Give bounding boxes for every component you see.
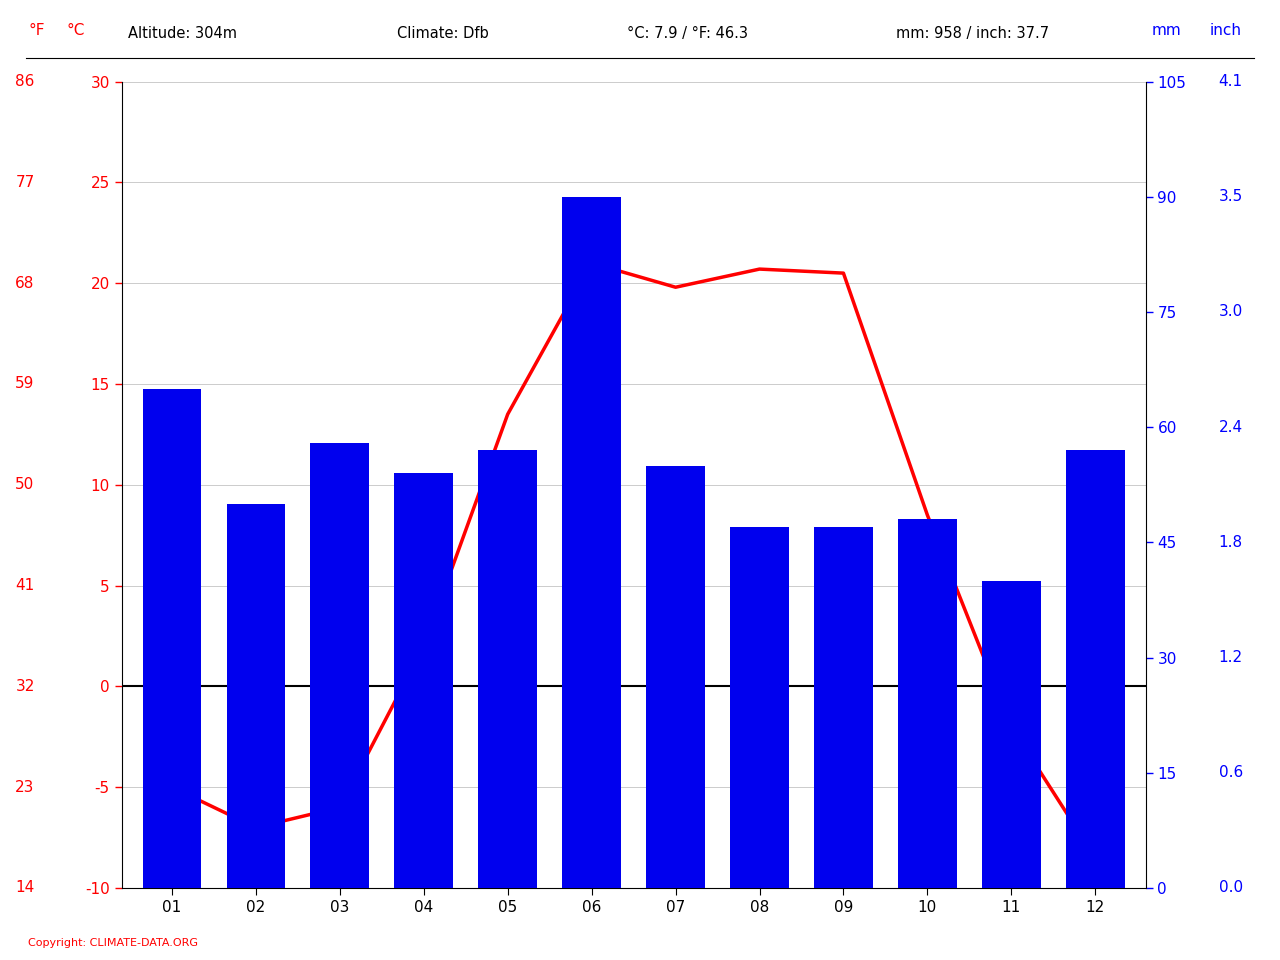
Text: 0.0: 0.0 (1219, 880, 1243, 896)
Text: Climate: Dfb: Climate: Dfb (397, 26, 489, 41)
Text: 3.0: 3.0 (1219, 304, 1243, 320)
Bar (142, 389, 201, 888)
Text: 3.5: 3.5 (1219, 189, 1243, 204)
Bar (562, 197, 621, 888)
Text: 23: 23 (15, 780, 35, 795)
Text: Copyright: CLIMATE-DATA.ORG: Copyright: CLIMATE-DATA.ORG (28, 939, 198, 948)
Bar (1066, 450, 1125, 888)
Bar (311, 443, 369, 888)
Text: 4.1: 4.1 (1219, 74, 1243, 89)
Text: inch: inch (1210, 23, 1242, 38)
Text: 59: 59 (15, 376, 35, 392)
Bar (730, 527, 788, 888)
Text: 86: 86 (15, 74, 35, 89)
Text: 14: 14 (15, 880, 35, 896)
Text: 0.6: 0.6 (1219, 765, 1243, 780)
Text: °C: °C (67, 23, 84, 38)
Text: 2.4: 2.4 (1219, 420, 1243, 435)
Text: 77: 77 (15, 175, 35, 190)
Text: °C: 7.9 / °F: 46.3: °C: 7.9 / °F: 46.3 (627, 26, 749, 41)
Text: mm: 958 / inch: 37.7: mm: 958 / inch: 37.7 (896, 26, 1050, 41)
Text: 32: 32 (15, 679, 35, 694)
Text: 1.8: 1.8 (1219, 535, 1243, 550)
Text: °F: °F (28, 23, 45, 38)
Text: 1.2: 1.2 (1219, 650, 1243, 665)
Text: 68: 68 (15, 276, 35, 291)
Text: 50: 50 (15, 477, 35, 492)
Bar (814, 527, 873, 888)
Bar (899, 519, 956, 888)
Bar (479, 450, 538, 888)
Text: mm: mm (1152, 23, 1181, 38)
Bar (394, 473, 453, 888)
Text: 41: 41 (15, 578, 35, 593)
Text: Altitude: 304m: Altitude: 304m (128, 26, 237, 41)
Bar (227, 504, 285, 888)
Bar (982, 581, 1041, 888)
Bar (646, 466, 705, 888)
